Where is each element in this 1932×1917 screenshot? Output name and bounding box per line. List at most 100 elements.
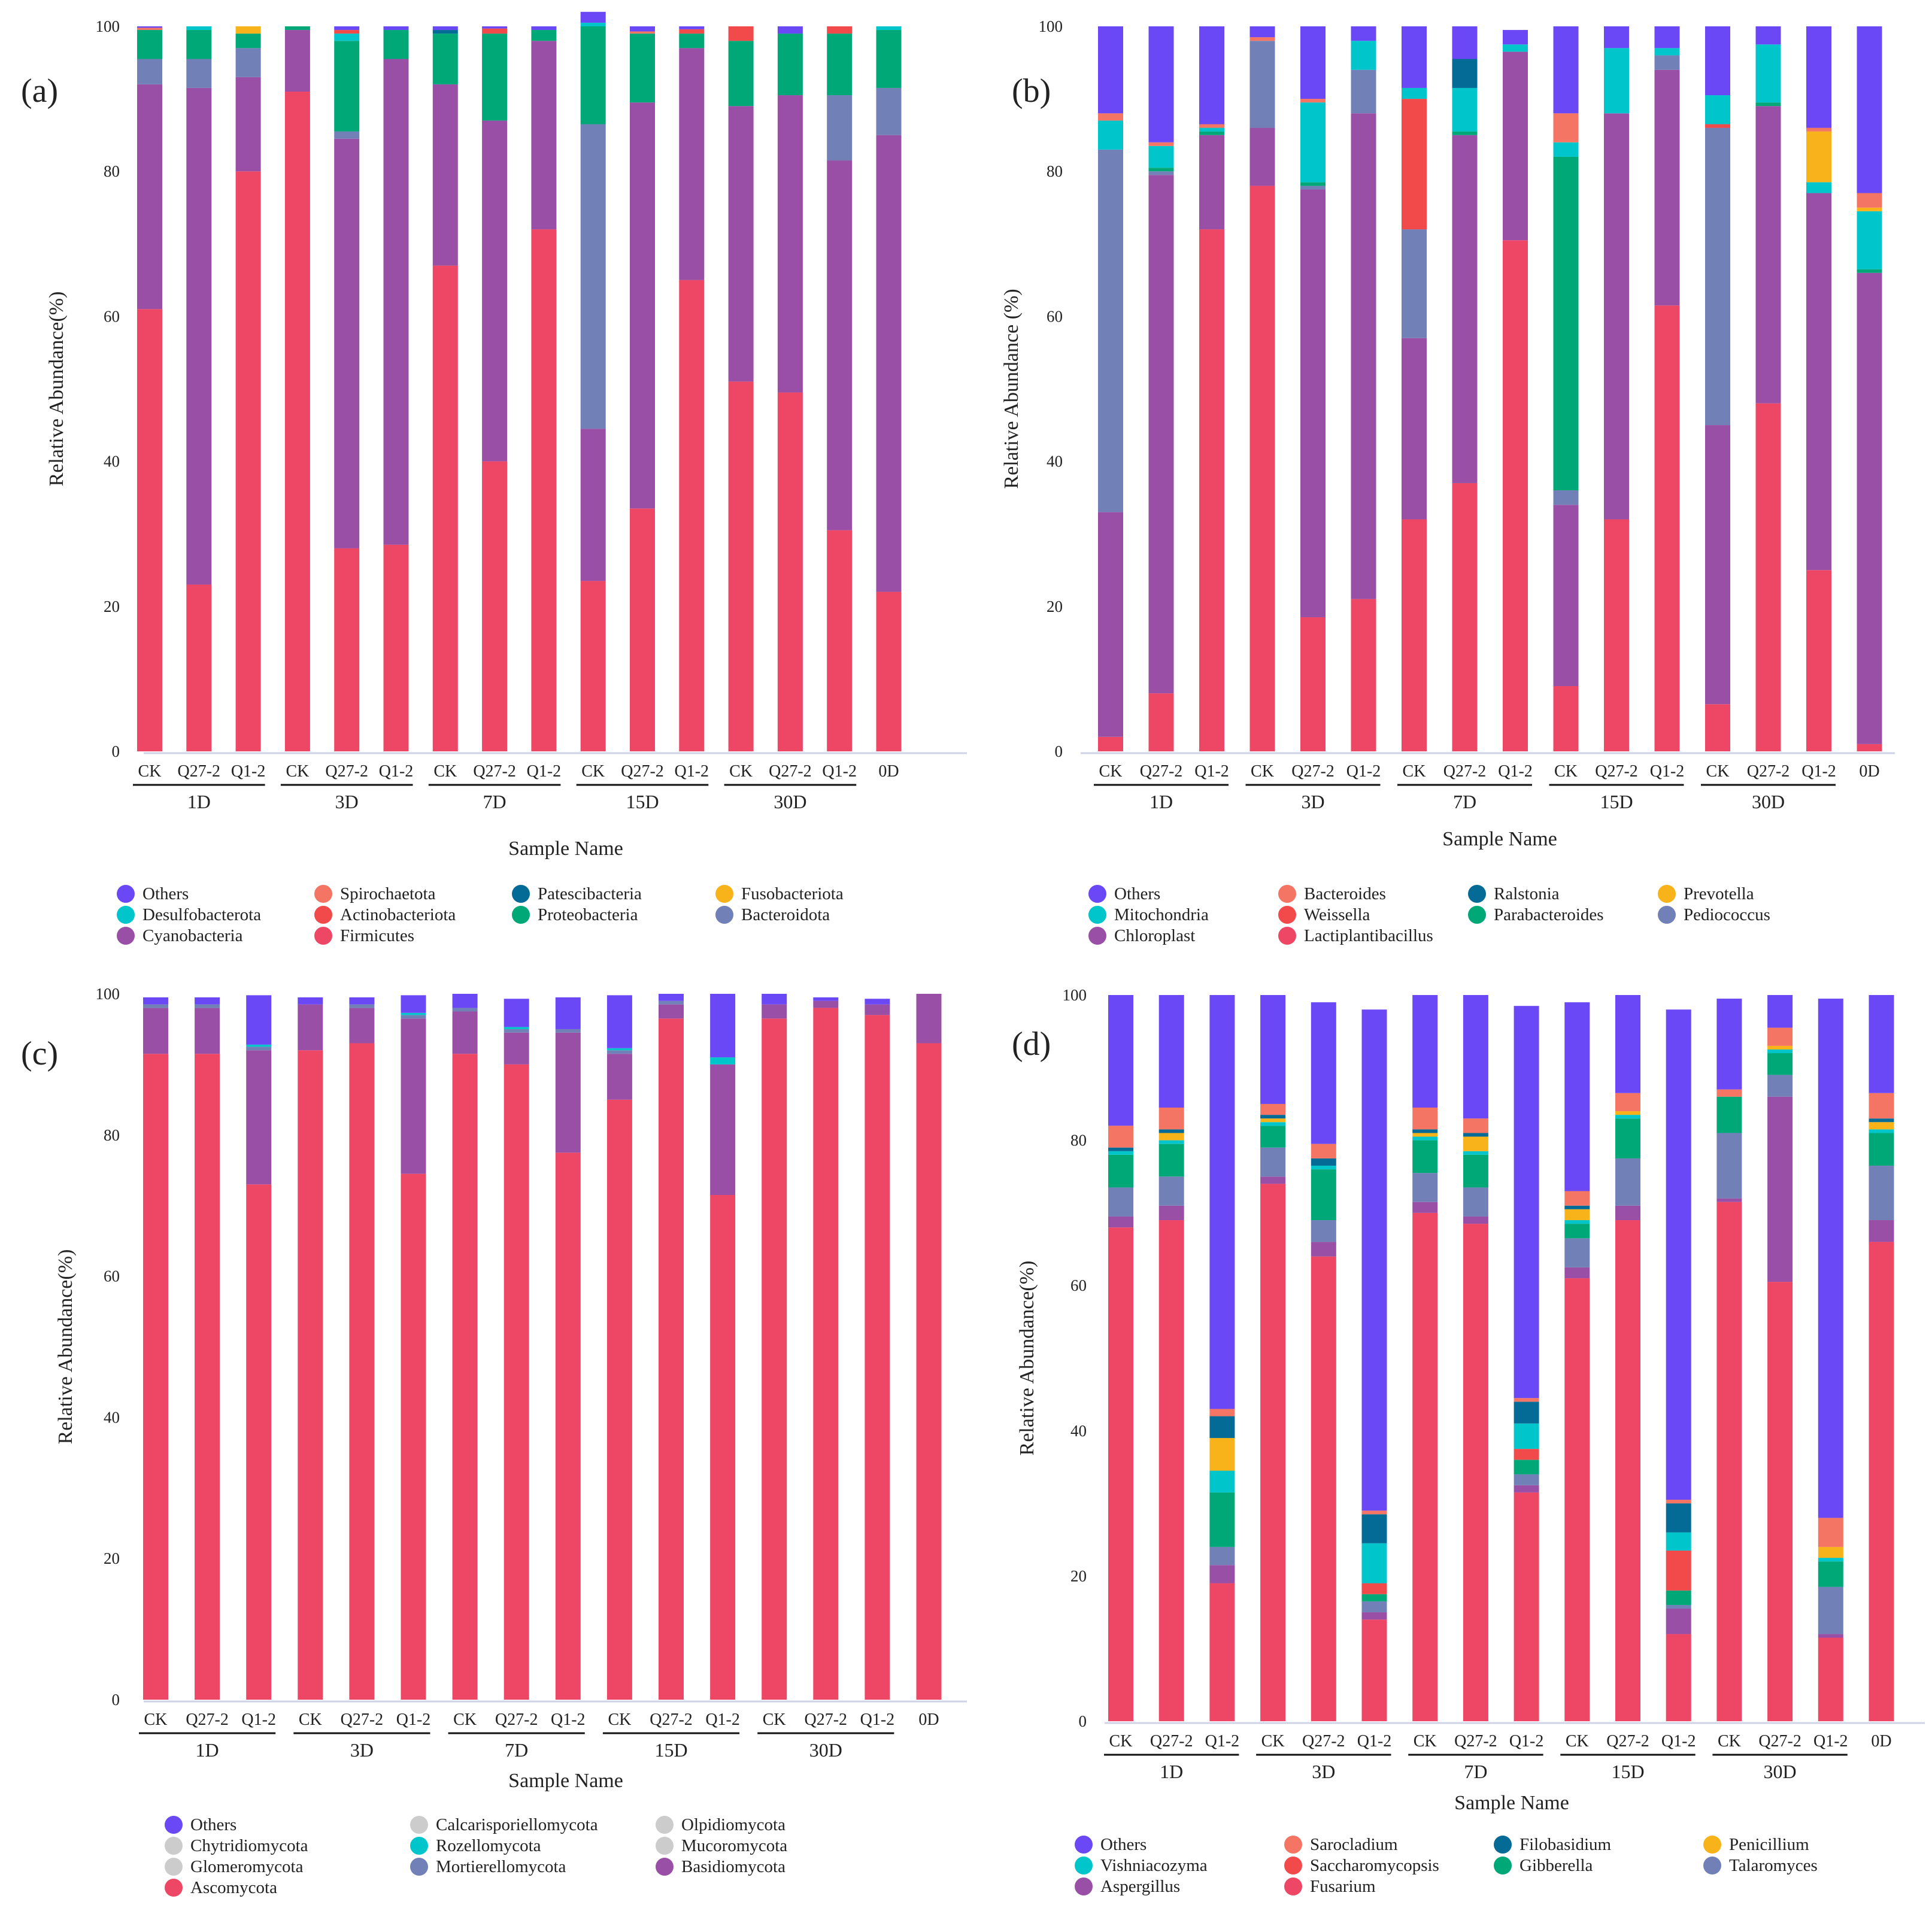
y-tick-label: 0 (112, 742, 120, 760)
bar-segment-gibberella (1666, 1590, 1691, 1605)
bar-segment-filobasidium (1311, 1158, 1336, 1166)
bar-segment-basidiomycota (710, 1064, 736, 1196)
panel-d: (d) 0 20 40 60 80 100 Relative Abundance(%) CK Q2… (1012, 986, 1925, 1896)
bar-segment-firmicutes (235, 171, 261, 751)
group-label: 7D (1453, 791, 1476, 812)
legend-label: Penicillium (1729, 1835, 1809, 1854)
bar-segment-others (580, 11, 606, 23)
x-tick-label: CK (433, 762, 457, 781)
bar-segment-aspergillus (1514, 1485, 1539, 1493)
bar-segment-penicillium (1158, 1133, 1184, 1141)
group-label: 30D (1752, 791, 1785, 812)
bar-segment-lactiplantibacillus (1806, 570, 1831, 751)
y-axis-label: Relative Abundance(%) (54, 1249, 77, 1445)
bar-segment-mortierellomycota (504, 1029, 529, 1033)
group-label: 30D (1764, 1761, 1797, 1782)
bar-segment-others (1514, 1006, 1539, 1399)
bar-segment-ascomycota (659, 1018, 684, 1700)
bar-segment-chloroplast (1503, 51, 1528, 241)
bar-segment-basidiomycota (606, 1054, 632, 1100)
bar-segment-filobasidium (1412, 1129, 1438, 1133)
bar-segment-bacteroides (1300, 99, 1326, 103)
bar-segment-aspergillus (1108, 1216, 1133, 1228)
bar-segment-penicillium (1767, 1045, 1793, 1050)
x-tick-label: Q1-2 (527, 762, 562, 781)
bar-segment-firmicutes (137, 309, 162, 751)
panel-c: (c) 0 20 40 60 80 100 Relative Abundance(%) CK Q2… (21, 985, 967, 1897)
x-tick-label: Q1-2 (1498, 762, 1533, 781)
bar-segment-talaromyces (1514, 1474, 1539, 1485)
bar-segment-gibberella (1209, 1492, 1235, 1547)
bar-segment-spirochaetota (137, 28, 162, 31)
bar-segment-mitochondria (1806, 182, 1831, 193)
bar-segment-saccharomycopsis (1514, 1449, 1539, 1460)
legend-marker (1658, 885, 1676, 903)
bar-segment-fusarium (1158, 1220, 1184, 1721)
bar-segment-others (1199, 26, 1224, 125)
bar-segment-vishniacozyma (1311, 1166, 1336, 1170)
bar-segment-chloroplast (1806, 193, 1831, 571)
x-tick-label: Q1-2 (379, 762, 414, 781)
x-tick-label: CK (763, 1710, 786, 1729)
bar-segment-fusarium (1463, 1224, 1488, 1721)
x-tick-label: 0D (918, 1710, 939, 1729)
bar-segment-spirochaetota (630, 31, 655, 34)
x-tick-label: Q27-2 (769, 762, 812, 781)
legend-label: Mortierellomycota (436, 1857, 566, 1876)
bar-segment-aspergillus (1615, 1205, 1640, 1221)
legend-marker (512, 885, 530, 903)
bar-segment-others (504, 999, 529, 1027)
x-tick-label: Q27-2 (1606, 1732, 1649, 1751)
bar-segment-weissella (1402, 99, 1427, 230)
bar-segment-sarocladium (1463, 1118, 1488, 1133)
bar-segment-filobasidium (1514, 1402, 1539, 1424)
bar-segment-vishniacozyma (1564, 1220, 1590, 1224)
bar-segment-vishniacozyma (1209, 1470, 1235, 1493)
legend-marker (165, 1837, 183, 1855)
bar-segment-firmicutes (482, 461, 508, 751)
bar-segment-others (1361, 1009, 1387, 1511)
bar-segment-cyanobacteria (630, 102, 655, 509)
bar-segment-penicillium (1463, 1136, 1488, 1151)
x-tick-label: CK (299, 1710, 322, 1729)
group-label: 3D (1312, 1761, 1335, 1782)
legend-label: Others (142, 884, 189, 903)
bar-segment-actinobacteriota (482, 28, 508, 34)
x-tick-label: Q1-2 (1205, 1732, 1240, 1751)
legend-marker (1278, 906, 1296, 924)
legend-marker (1703, 1836, 1721, 1854)
bar-segment-prevotella (1806, 131, 1831, 183)
legend-label: Spirochaetota (340, 884, 436, 903)
bar-segment-others (1108, 995, 1133, 1126)
legend-marker (715, 906, 733, 924)
group-label: 3D (1301, 791, 1324, 812)
x-tick-label: Q27-2 (325, 762, 368, 781)
bar-segment-pediococcus (1553, 490, 1579, 505)
bar-segment-filobasidium (1666, 1503, 1691, 1533)
legend-label: Mucoromycota (681, 1836, 787, 1855)
bar-segment-bacteroides (1249, 37, 1275, 41)
bar-segment-talaromyces (1767, 1075, 1793, 1097)
bar-segment-aspergillus (1463, 1216, 1488, 1224)
bar-segment-sarocladium (1716, 1089, 1742, 1097)
x-tick-label: Q27-2 (1302, 1732, 1345, 1751)
bar-segment-filobasidium (1463, 1133, 1488, 1137)
bar-segment-fusobacteriota (235, 26, 261, 34)
legend-label: Sarocladium (1310, 1835, 1398, 1854)
x-axis-label: Sample Name (508, 838, 623, 860)
bar-segment-fusarium (1514, 1492, 1539, 1721)
legend-label: Ralstonia (1494, 884, 1560, 903)
bar-segment-aspergillus (1666, 1608, 1691, 1634)
legend-marker (1703, 1857, 1721, 1874)
bar-segment-cyanobacteria (137, 84, 162, 310)
bar-segment-others (630, 26, 655, 32)
x-tick-label: CK (286, 762, 309, 781)
bar-segment-others (1869, 995, 1894, 1093)
bar-segment-chloroplast (1402, 338, 1427, 520)
bar-segment-mitochondria (1503, 44, 1528, 52)
legend-marker (410, 1816, 428, 1834)
panel-label: (d) (1012, 1026, 1051, 1063)
bar-segment-proteobacteria (383, 30, 409, 59)
bar-segment-basidiomycota (246, 1050, 272, 1185)
